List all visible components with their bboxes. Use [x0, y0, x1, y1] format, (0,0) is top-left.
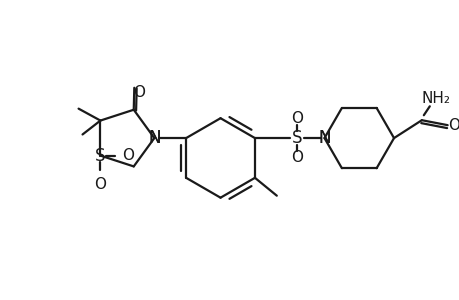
Text: O: O — [94, 177, 106, 192]
Text: N: N — [148, 129, 160, 147]
Text: S: S — [291, 129, 301, 147]
Text: NH₂: NH₂ — [420, 91, 449, 106]
Text: O: O — [122, 148, 134, 163]
Text: O: O — [290, 150, 302, 165]
Text: N: N — [318, 129, 330, 147]
Text: O: O — [448, 118, 459, 133]
Text: O: O — [133, 85, 145, 100]
Text: N: N — [148, 129, 160, 147]
Text: S: S — [95, 147, 106, 165]
Text: N: N — [318, 129, 330, 147]
Text: O: O — [290, 111, 302, 126]
